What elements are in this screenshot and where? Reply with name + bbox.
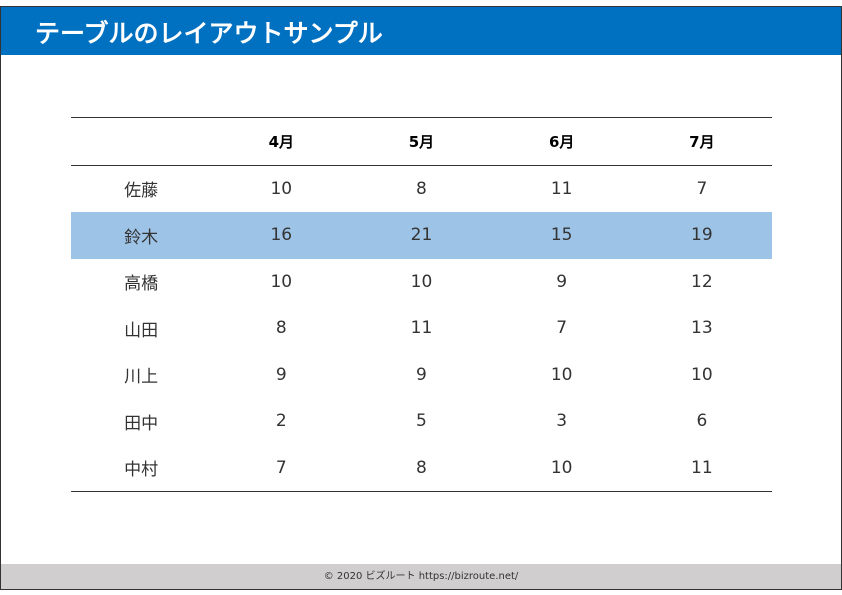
table-row: 鈴木 16 21 15 19	[71, 212, 772, 259]
table-row: 田中 2 5 3 6	[71, 398, 772, 445]
table-cell: 2	[275, 411, 287, 432]
table-cell: 15	[491, 212, 632, 259]
column-header: 6月	[548, 132, 575, 151]
table-cell: 9	[556, 271, 568, 292]
table-cell: 9	[275, 364, 287, 385]
column-header	[71, 118, 211, 166]
row-name: 鈴木	[71, 212, 212, 259]
row-name: 中村	[124, 460, 159, 481]
table-cell: 19	[631, 212, 772, 259]
row-name: 田中	[124, 413, 159, 434]
column-header: 5月	[408, 132, 435, 151]
row-name: 佐藤	[124, 181, 159, 202]
table-row: 川上 9 9 10 10	[71, 352, 772, 399]
table-cell: 9	[416, 364, 427, 385]
title-bar: テーブルのレイアウトサンプル	[1, 7, 841, 55]
slide-title: テーブルのレイアウトサンプル	[35, 19, 383, 48]
table-cell: 7	[696, 178, 708, 199]
table-cell: 5	[416, 411, 427, 432]
table-cell: 10	[410, 271, 433, 292]
row-name: 山田	[124, 320, 159, 341]
table-cell: 11	[691, 457, 713, 478]
table-cell: 21	[351, 212, 492, 259]
table-cell: 6	[696, 411, 708, 432]
table-cell: 7	[275, 457, 287, 478]
table-row: 中村 7 8 10 11	[71, 445, 772, 492]
table-cell: 8	[275, 318, 287, 339]
table-cell: 10	[550, 457, 573, 478]
table-cell: 11	[550, 178, 573, 199]
table-cell: 12	[691, 271, 713, 292]
footer: © 2020 ビズルート https://bizroute.net/	[1, 564, 841, 589]
table-cell: 8	[416, 457, 427, 478]
table-cell: 3	[556, 411, 568, 432]
table-cell: 10	[270, 178, 293, 199]
table-cell: 10	[270, 271, 293, 292]
table-cell: 13	[691, 318, 713, 339]
table-cell: 10	[550, 364, 573, 385]
column-header: 7月	[689, 132, 715, 151]
table-row: 高橋 10 10 9 12	[71, 259, 772, 306]
table-row: 山田 8 11 7 13	[71, 305, 772, 352]
table-cell: 8	[416, 178, 427, 199]
table-cell: 7	[556, 318, 568, 339]
row-name: 川上	[124, 367, 159, 388]
table-header-row: 4月 5月 6月 7月	[71, 117, 772, 166]
table-cell: 10	[691, 364, 713, 385]
table-row: 佐藤 10 8 11 7	[71, 165, 772, 212]
table-cell: 11	[410, 318, 433, 339]
table-cell: 16	[211, 212, 352, 259]
column-header: 4月	[268, 132, 294, 151]
slide: テーブルのレイアウトサンプル 4月 5月 6月 7月 佐藤 10 8 11 7 鈴木 16 21 15…	[0, 6, 842, 590]
data-table: 4月 5月 6月 7月 佐藤 10 8 11 7 鈴木 16 21 15 19 高橋 10 10 9 12 山田 8 1…	[71, 117, 772, 492]
row-name: 高橋	[124, 274, 159, 295]
